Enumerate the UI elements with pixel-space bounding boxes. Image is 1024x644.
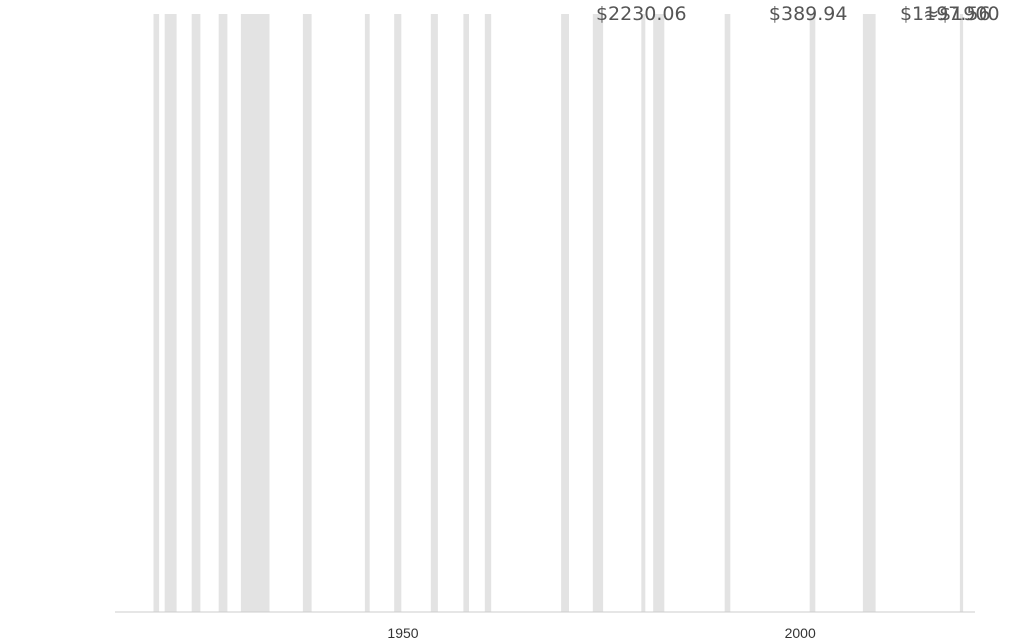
recession-band [302,14,312,612]
recession-band [809,14,816,612]
recession-band [430,14,438,612]
recession-band [959,14,964,612]
recession-band [653,14,665,612]
recession-band [394,14,402,612]
x-tick-label: 1950 [387,625,418,641]
x-tick-label: 2000 [785,625,816,641]
recession-band [463,14,469,612]
recession-band [153,14,160,612]
recession-band [592,14,604,612]
annotation-label: $389.94 [769,3,848,25]
recession-bands [153,14,964,612]
recession-band [164,14,177,612]
recession-band [484,14,492,612]
annotation-label: $1197.56 [900,3,991,25]
recession-band [641,14,646,612]
recession-band [364,14,370,612]
recession-band [240,14,270,612]
annotations: $2230.06 ≈$1900$1197.56 $389.94 [596,3,1000,25]
recession-band [218,14,228,612]
recession-band [862,14,876,612]
x-axis-tick-labels: 1950 2000 [387,625,816,641]
recession-band [191,14,201,612]
annotation-label: $2230.06 [596,3,687,25]
recession-band [724,14,731,612]
annotation-label: ≈$1900 [923,3,999,25]
recession-band [561,14,569,612]
